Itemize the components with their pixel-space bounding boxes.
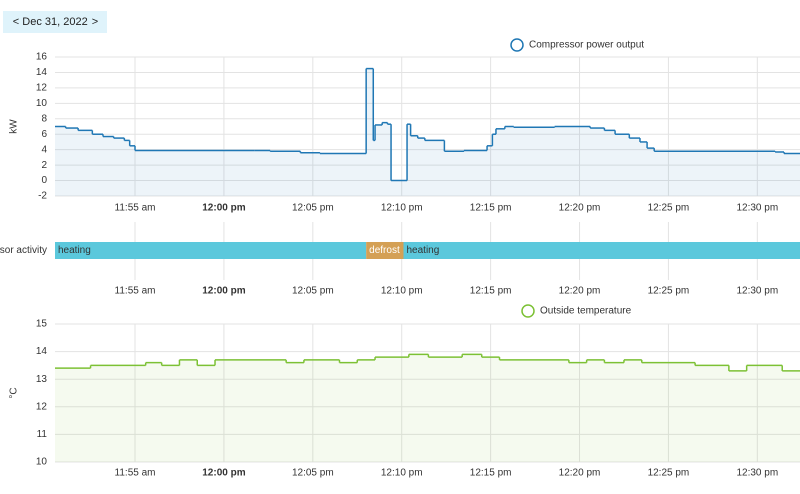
y-tick-label: 10 xyxy=(36,457,48,468)
legend-marker xyxy=(510,38,524,52)
legend-label: Compressor power output xyxy=(529,40,644,51)
y-tick-label: 4 xyxy=(41,144,47,155)
next-button[interactable]: > xyxy=(92,16,98,28)
x-tick-label: 12:05 pm xyxy=(292,203,334,214)
x-tick-label: 11:55 am xyxy=(115,286,156,297)
activity-segment xyxy=(403,242,800,259)
x-tick-label: 12:20 pm xyxy=(559,203,601,214)
y-tick-label: 15 xyxy=(36,319,48,330)
x-tick-label: 12:25 pm xyxy=(648,286,690,297)
row-label: Compressor activity xyxy=(0,245,47,256)
activity-segment xyxy=(366,242,404,259)
x-tick-label: 12:20 pm xyxy=(559,468,601,479)
y-tick-label: 2 xyxy=(41,160,47,171)
segment-label: heating xyxy=(406,245,439,256)
y-tick-label: 0 xyxy=(41,175,47,186)
x-tick-label: 11:55 am xyxy=(115,203,156,214)
area-fill xyxy=(55,68,800,196)
date-navigator: < Dec 31, 2022 > xyxy=(3,11,107,33)
x-tick-label: 12:10 pm xyxy=(381,468,423,479)
segment-label: heating xyxy=(58,245,91,256)
y-tick-label: 14 xyxy=(36,346,48,357)
y-axis-label: kW xyxy=(9,119,20,134)
y-axis-label: °C xyxy=(9,387,20,398)
x-tick-label: 12:00 pm xyxy=(202,286,245,297)
x-tick-label: 12:00 pm xyxy=(202,468,245,479)
x-tick-label: 12:30 pm xyxy=(736,203,778,214)
x-tick-label: 12:05 pm xyxy=(292,286,334,297)
activity-segment xyxy=(55,242,367,259)
x-tick-label: 12:30 pm xyxy=(736,468,778,479)
legend-marker xyxy=(521,304,535,318)
x-tick-label: 12:15 pm xyxy=(470,468,512,479)
y-tick-label: 13 xyxy=(36,374,48,385)
segment-label: defrost xyxy=(369,245,400,256)
y-tick-label: 12 xyxy=(36,401,48,412)
y-tick-label: -2 xyxy=(38,191,47,202)
y-tick-label: 14 xyxy=(36,67,48,78)
y-tick-label: 8 xyxy=(41,113,47,124)
date-label: Dec 31, 2022 xyxy=(22,16,87,28)
x-tick-label: 12:30 pm xyxy=(736,286,778,297)
x-tick-label: 12:00 pm xyxy=(202,203,245,214)
x-tick-label: 12:05 pm xyxy=(292,468,334,479)
x-tick-label: 12:10 pm xyxy=(381,286,423,297)
y-tick-label: 11 xyxy=(37,429,48,440)
x-tick-label: 12:10 pm xyxy=(381,203,423,214)
nav-bar xyxy=(3,11,107,33)
x-tick-label: 12:15 pm xyxy=(470,203,512,214)
x-tick-label: 12:25 pm xyxy=(648,203,690,214)
x-tick-label: 12:25 pm xyxy=(648,468,690,479)
prev-button[interactable]: < xyxy=(13,16,19,28)
x-tick-label: 12:15 pm xyxy=(470,286,512,297)
legend-label: Outside temperature xyxy=(540,306,632,317)
y-tick-label: 10 xyxy=(36,98,48,109)
area-fill xyxy=(55,354,800,462)
y-tick-label: 16 xyxy=(36,52,48,63)
y-tick-label: 6 xyxy=(41,129,47,140)
y-tick-label: 12 xyxy=(36,83,48,94)
x-tick-label: 12:20 pm xyxy=(559,286,601,297)
x-tick-label: 11:55 am xyxy=(115,468,156,479)
